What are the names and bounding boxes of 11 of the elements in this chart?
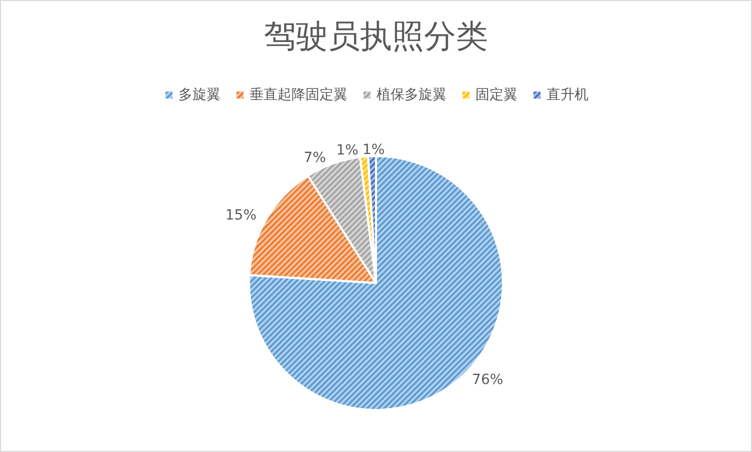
chart-title: 驾驶员执照分类 xyxy=(264,17,488,55)
legend-label: 固定翼 xyxy=(476,87,518,103)
data-label: 76% xyxy=(472,372,504,388)
data-label: 7% xyxy=(304,150,326,166)
data-label: 15% xyxy=(225,207,257,224)
legend-label: 植保多旋翼 xyxy=(376,87,446,103)
data-label: 1% xyxy=(336,142,358,159)
data-label: 1% xyxy=(362,142,385,158)
legend-label: 垂直起降固定翼 xyxy=(250,87,348,103)
legend-label: 多旋翼 xyxy=(178,87,220,103)
legend-label: 直升机 xyxy=(546,87,588,103)
